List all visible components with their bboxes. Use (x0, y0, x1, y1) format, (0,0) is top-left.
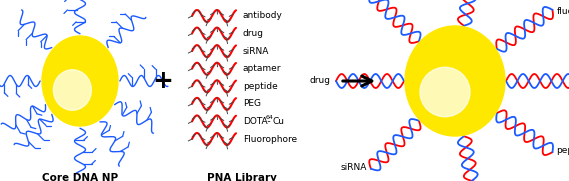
Text: Core DNA NP: Core DNA NP (42, 173, 118, 181)
Text: PNA Library: PNA Library (207, 173, 277, 181)
Text: DOTA-: DOTA- (243, 117, 271, 126)
Text: peptide: peptide (243, 82, 278, 91)
Text: Fluorophore: Fluorophore (243, 134, 297, 144)
Text: +: + (152, 69, 174, 93)
Text: aptamer: aptamer (243, 64, 282, 73)
Text: peptide: peptide (556, 146, 569, 155)
Text: Cu: Cu (273, 117, 285, 126)
Ellipse shape (405, 26, 505, 136)
Ellipse shape (53, 70, 92, 110)
Text: PEG: PEG (243, 99, 261, 108)
Text: antibody: antibody (243, 12, 283, 20)
Ellipse shape (42, 36, 118, 126)
Ellipse shape (420, 67, 470, 117)
Text: drug: drug (310, 77, 331, 85)
Text: siRNA: siRNA (341, 163, 368, 172)
Text: drug: drug (243, 29, 264, 38)
Text: siRNA: siRNA (243, 47, 269, 56)
Text: fluorophore: fluorophore (556, 7, 569, 16)
Text: 64: 64 (266, 115, 274, 120)
